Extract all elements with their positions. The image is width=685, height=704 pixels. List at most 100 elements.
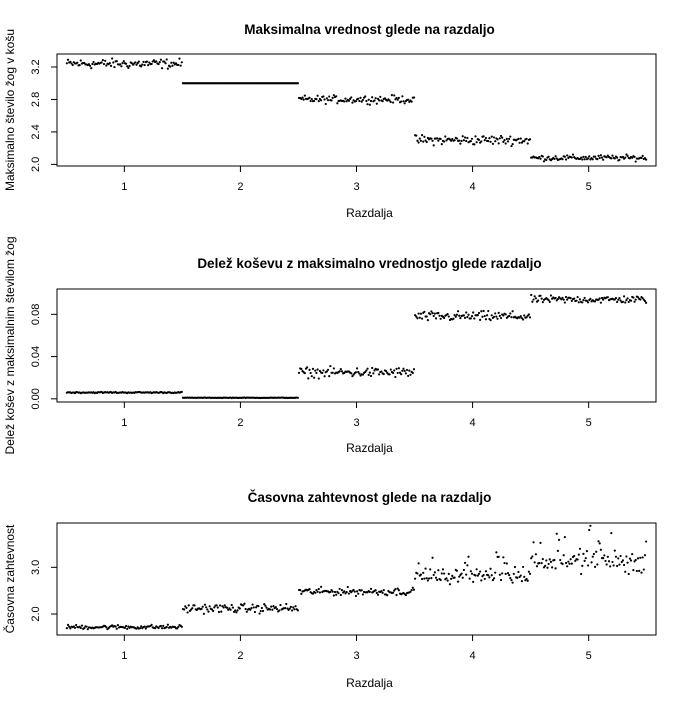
- data-point: [112, 61, 115, 64]
- data-point: [639, 556, 642, 559]
- data-point: [570, 156, 573, 159]
- data-point: [379, 95, 382, 98]
- data-point: [451, 574, 454, 577]
- data-point: [126, 627, 129, 630]
- data-point: [586, 301, 590, 304]
- data-point: [602, 158, 605, 161]
- data-point: [380, 370, 383, 373]
- data-point: [423, 135, 426, 138]
- data-point: [642, 568, 645, 571]
- data-point: [455, 137, 459, 140]
- data-point: [469, 570, 472, 573]
- data-point: [278, 609, 281, 612]
- data-point: [425, 577, 428, 580]
- data-point: [490, 574, 493, 577]
- data-point: [436, 137, 439, 140]
- data-point: [462, 139, 465, 142]
- data-point: [505, 562, 508, 565]
- data-point: [272, 605, 275, 608]
- data-point: [138, 627, 142, 630]
- data-point: [498, 314, 501, 317]
- data-point: [101, 58, 104, 62]
- data-point: [460, 139, 463, 143]
- data-point: [440, 572, 443, 575]
- data-point: [452, 317, 455, 320]
- data-point: [347, 592, 351, 595]
- data-point: [564, 295, 568, 299]
- data-point: [581, 301, 584, 304]
- data-point: [489, 319, 492, 322]
- data-point: [310, 97, 313, 101]
- data-point: [495, 551, 498, 554]
- data-point: [76, 61, 79, 64]
- data-point: [525, 577, 528, 581]
- data-point: [412, 368, 416, 371]
- data-point: [354, 371, 358, 374]
- data-point: [284, 607, 287, 610]
- data-point: [499, 134, 503, 138]
- data-point: [599, 154, 602, 157]
- data-point: [339, 368, 342, 371]
- data-point: [159, 624, 162, 628]
- data-point: [562, 298, 565, 301]
- data-point: [463, 561, 467, 564]
- data-point: [624, 570, 627, 573]
- data-point: [475, 141, 478, 144]
- data-point: [313, 376, 316, 379]
- x-tick-label: 2: [237, 181, 243, 193]
- data-point: [300, 367, 303, 371]
- data-point: [219, 604, 222, 607]
- data-point: [311, 592, 315, 595]
- data-point: [604, 559, 607, 563]
- data-point: [584, 155, 587, 159]
- data-point: [634, 160, 637, 163]
- data-point: [308, 588, 311, 591]
- data-point: [606, 296, 609, 299]
- data-point: [365, 99, 368, 103]
- data-point: [65, 62, 68, 65]
- data-point: [427, 577, 431, 580]
- data-point: [564, 158, 568, 161]
- data-point: [563, 536, 566, 539]
- data-point: [220, 610, 223, 613]
- data-point: [496, 138, 499, 141]
- data-point: [66, 58, 70, 61]
- data-point: [508, 137, 511, 141]
- data-point: [557, 538, 561, 541]
- data-point: [212, 609, 215, 613]
- data-point: [205, 606, 208, 609]
- data-point: [634, 558, 637, 562]
- data-point: [437, 569, 440, 572]
- data-point: [474, 135, 477, 138]
- data-point: [340, 589, 344, 592]
- data-point: [382, 372, 385, 376]
- data-point: [319, 585, 323, 588]
- data-point: [465, 311, 468, 314]
- data-point: [453, 314, 456, 317]
- data-point: [590, 561, 593, 564]
- data-point: [216, 606, 219, 609]
- data-point: [443, 572, 446, 575]
- data-point: [275, 608, 279, 611]
- data-point: [548, 300, 551, 303]
- data-point: [321, 371, 324, 375]
- data-point: [588, 155, 591, 158]
- data-point: [488, 576, 491, 579]
- data-point: [122, 60, 125, 63]
- data-point: [310, 375, 313, 378]
- x-tick-label: 2: [237, 650, 243, 662]
- data-point: [257, 605, 260, 608]
- data-point: [596, 158, 599, 161]
- data-point: [532, 541, 535, 544]
- data-point: [473, 143, 476, 146]
- data-point: [424, 567, 427, 570]
- data-point: [416, 317, 419, 320]
- data-point: [318, 591, 322, 594]
- data-point: [509, 576, 512, 580]
- chart-title: Maksimalna vrednost glede na razdaljo: [244, 22, 495, 37]
- data-point: [134, 61, 137, 64]
- data-point: [328, 375, 331, 378]
- data-point: [299, 589, 302, 592]
- data-point: [556, 549, 560, 553]
